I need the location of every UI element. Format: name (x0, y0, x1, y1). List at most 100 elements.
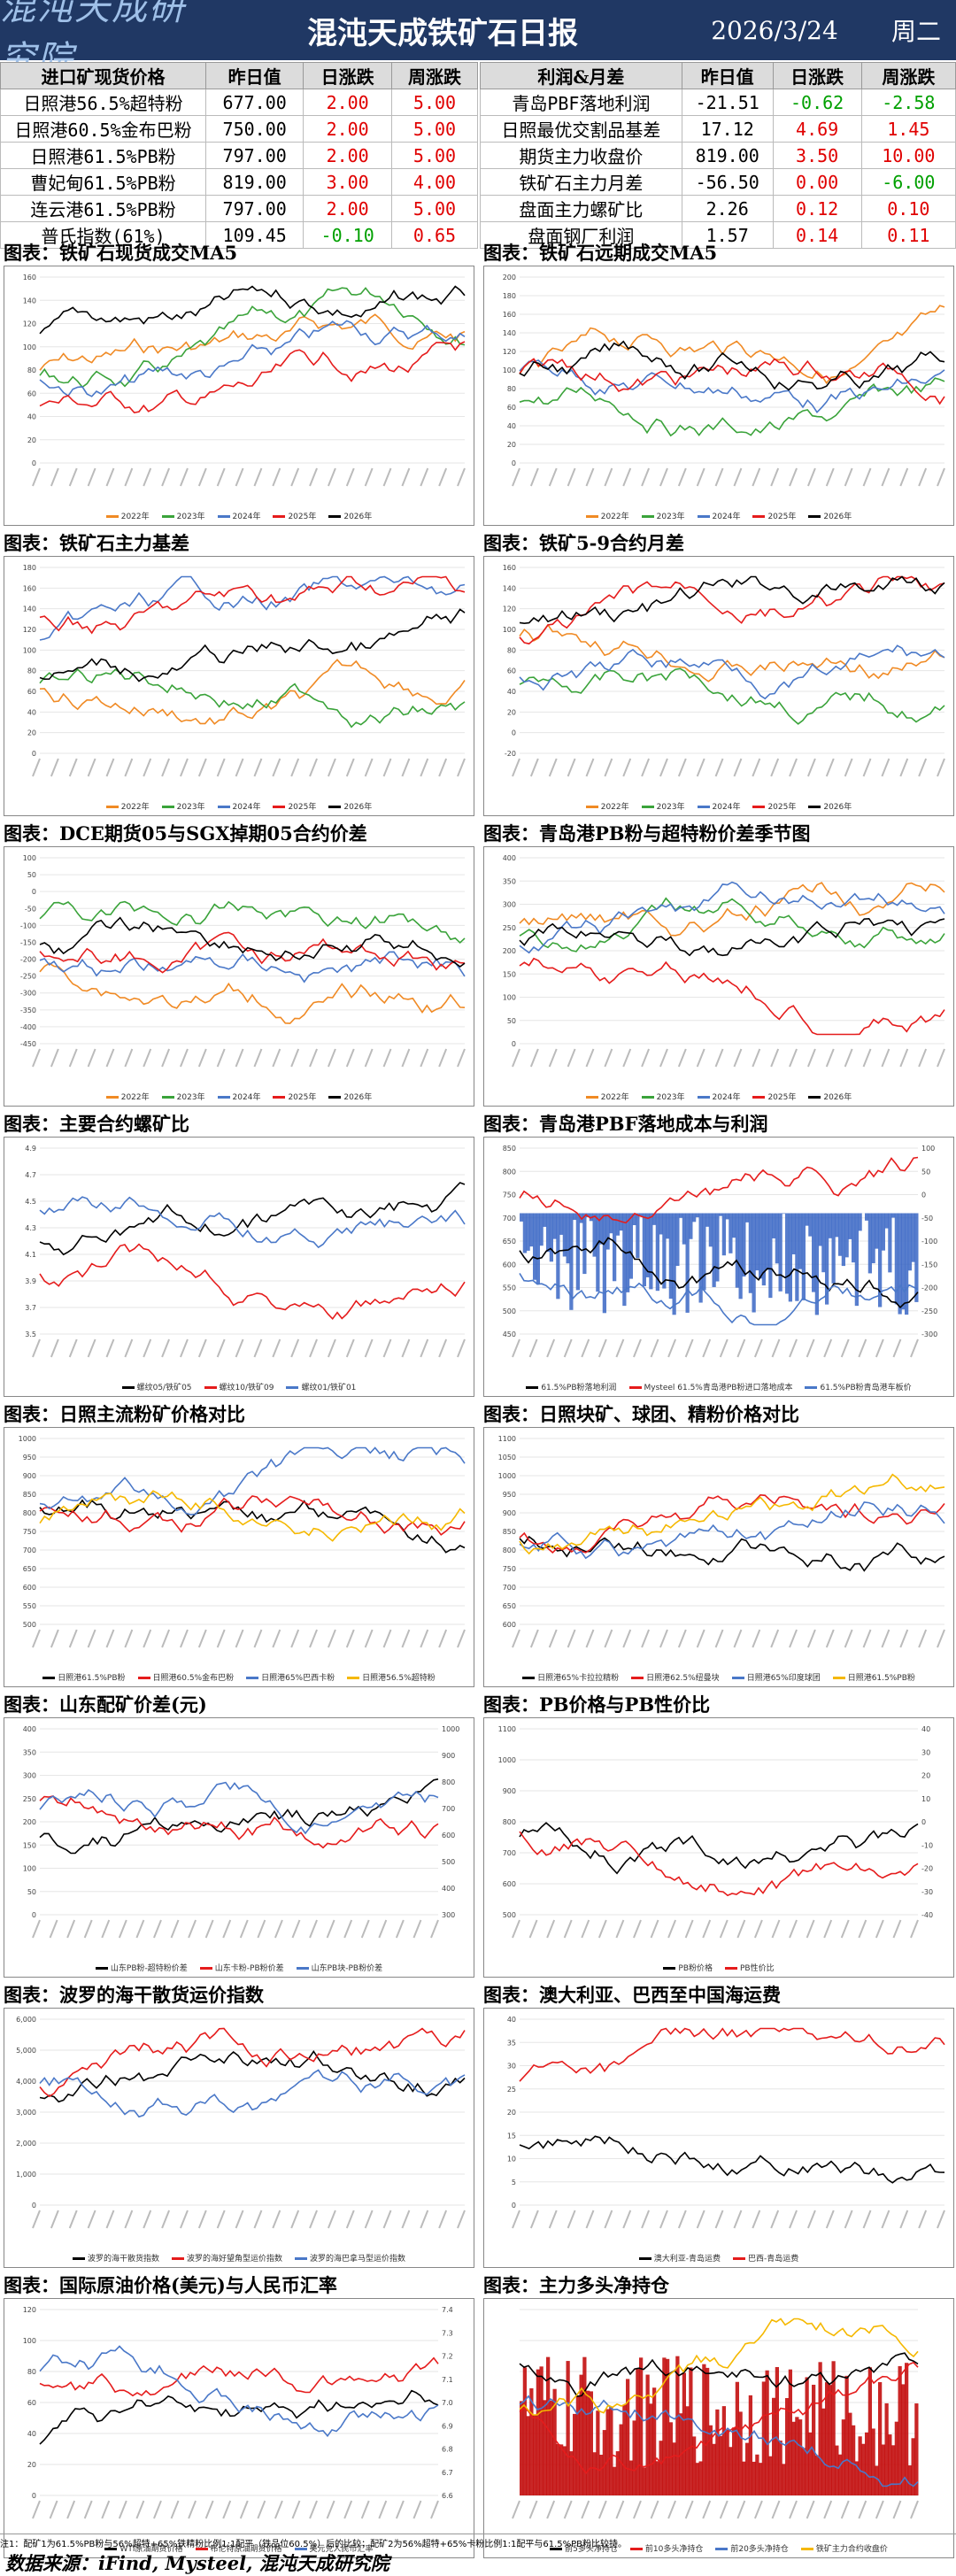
x-tick-placeholder (310, 2210, 317, 2228)
x-tick-placeholder (236, 1339, 243, 1357)
bar-mark (914, 2403, 918, 2495)
x-tick-placeholder (752, 759, 759, 776)
x-tick-placeholder (384, 1339, 391, 1357)
x-tick-placeholder (568, 1630, 575, 1647)
y-tick-label: 40 (27, 708, 36, 716)
x-tick-placeholder (402, 759, 409, 776)
legend-item: 2023年 (162, 800, 205, 812)
x-tick-placeholder (420, 468, 428, 486)
legend-item: 2022年 (106, 800, 150, 812)
x-tick-placeholder (102, 2501, 109, 2518)
x-tick-placeholder (734, 1630, 741, 1647)
chart-title: 图表：青岛港PB粉与超特粉价差季节图 (483, 820, 811, 846)
bar-mark (745, 1214, 749, 1222)
legend-item: 2025年 (752, 1091, 796, 1102)
y-tick-label-right: 700 (442, 1805, 455, 1813)
legend-item: 山东PB粉-超特粉价差 (96, 1962, 188, 1973)
y-tick-label: 200 (23, 1818, 36, 1826)
x-tick-placeholder (218, 2210, 225, 2228)
x-tick-placeholder (89, 759, 96, 776)
y-tick-label: 950 (23, 1454, 36, 1462)
bar-mark (798, 2419, 802, 2495)
x-tick-placeholder (50, 2501, 58, 2518)
y-tick-label: 950 (503, 1491, 516, 1499)
chart-title: 图表：日照主流粉矿价格对比 (4, 1400, 245, 1427)
legend-label: 巴西-青岛运费 (748, 2255, 798, 2264)
series-line (40, 1783, 438, 1833)
y-tick-label-right: 7.2 (442, 2353, 453, 2361)
x-tick-placeholder (842, 1920, 849, 1938)
bar-mark (835, 2446, 838, 2495)
x-tick-placeholder (721, 1920, 728, 1938)
legend-label: 日照港65%印度球团 (747, 1674, 821, 1683)
legend-swatch (642, 806, 654, 808)
y-tick-label: 800 (23, 1509, 36, 1517)
x-tick-placeholder (236, 1630, 243, 1647)
y-tick-label: -200 (20, 956, 36, 964)
x-tick-placeholder (291, 1630, 298, 1647)
row-value: 797.00 (206, 143, 304, 169)
bar-mark (736, 2382, 739, 2495)
x-tick-placeholder (397, 2501, 404, 2518)
bar-mark (709, 2426, 713, 2495)
series-line (40, 288, 465, 387)
bar-mark (806, 2377, 809, 2495)
bar-mark (766, 1214, 769, 1270)
x-tick-placeholder (172, 2501, 179, 2518)
legend-label: 日照港61.5%PB粉 (58, 1674, 125, 1683)
x-tick-placeholder (864, 1049, 871, 1067)
x-tick-placeholder (328, 468, 335, 486)
bar-mark (527, 1214, 530, 1251)
chart-svg: 100500-50-100-150-200-250-300-350-400-45… (4, 847, 474, 1106)
bar-mark (633, 2420, 636, 2495)
x-tick-placeholder (660, 759, 667, 776)
bar-mark (590, 2391, 593, 2495)
y-tick-label: 3,000 (16, 2109, 36, 2117)
bar-mark (852, 1214, 855, 1263)
chart-title: 图表：铁矿5-9合约月差 (483, 529, 684, 556)
x-tick-placeholder (70, 1339, 77, 1357)
legend-swatch (106, 515, 119, 518)
x-tick-placeholder (919, 1630, 926, 1647)
bar-mark (553, 1214, 557, 1239)
bar-mark (782, 2464, 785, 2495)
bar-mark (616, 1214, 620, 1236)
legend-item: 2026年 (328, 800, 372, 812)
legend-label: 2023年 (657, 513, 685, 521)
y-tick-label-right: 300 (442, 1911, 455, 1919)
bar-mark (573, 1214, 576, 1221)
bar-mark (885, 1214, 889, 1229)
legend-label: 澳大利亚-青岛运费 (654, 2255, 721, 2264)
bar-mark (842, 2419, 845, 2495)
y-tick-label-right: -250 (921, 1307, 937, 1315)
bar-mark (550, 1214, 553, 1262)
bar-mark (702, 1214, 705, 1291)
x-tick-placeholder (876, 1339, 883, 1357)
x-tick-placeholder (273, 759, 280, 776)
x-tick-placeholder (273, 468, 280, 486)
x-tick-placeholder (513, 1049, 520, 1067)
legend-label: 2022年 (601, 803, 629, 812)
y-tick-label: 3.5 (25, 1330, 36, 1338)
y-tick-label: 650 (23, 1565, 36, 1573)
y-tick-label: 600 (503, 1621, 516, 1629)
x-tick-placeholder (599, 1339, 606, 1357)
y-tick-label: 100 (503, 366, 516, 374)
y-tick-label: 250 (23, 1795, 36, 1803)
x-tick-placeholder (827, 1049, 834, 1067)
x-tick-placeholder (125, 2210, 132, 2228)
bar-mark (901, 1214, 905, 1310)
x-tick-placeholder (734, 2210, 741, 2228)
x-tick-placeholder (33, 468, 40, 486)
y-tick-label: 140 (23, 297, 36, 305)
y-tick-label: 100 (23, 2337, 36, 2345)
x-tick-placeholder (33, 1630, 40, 1647)
legend-item: 波罗的海干散货指数 (73, 2252, 159, 2264)
x-tick-placeholder (703, 1339, 710, 1357)
bar-mark (742, 2462, 745, 2495)
series-line (40, 1197, 465, 1247)
